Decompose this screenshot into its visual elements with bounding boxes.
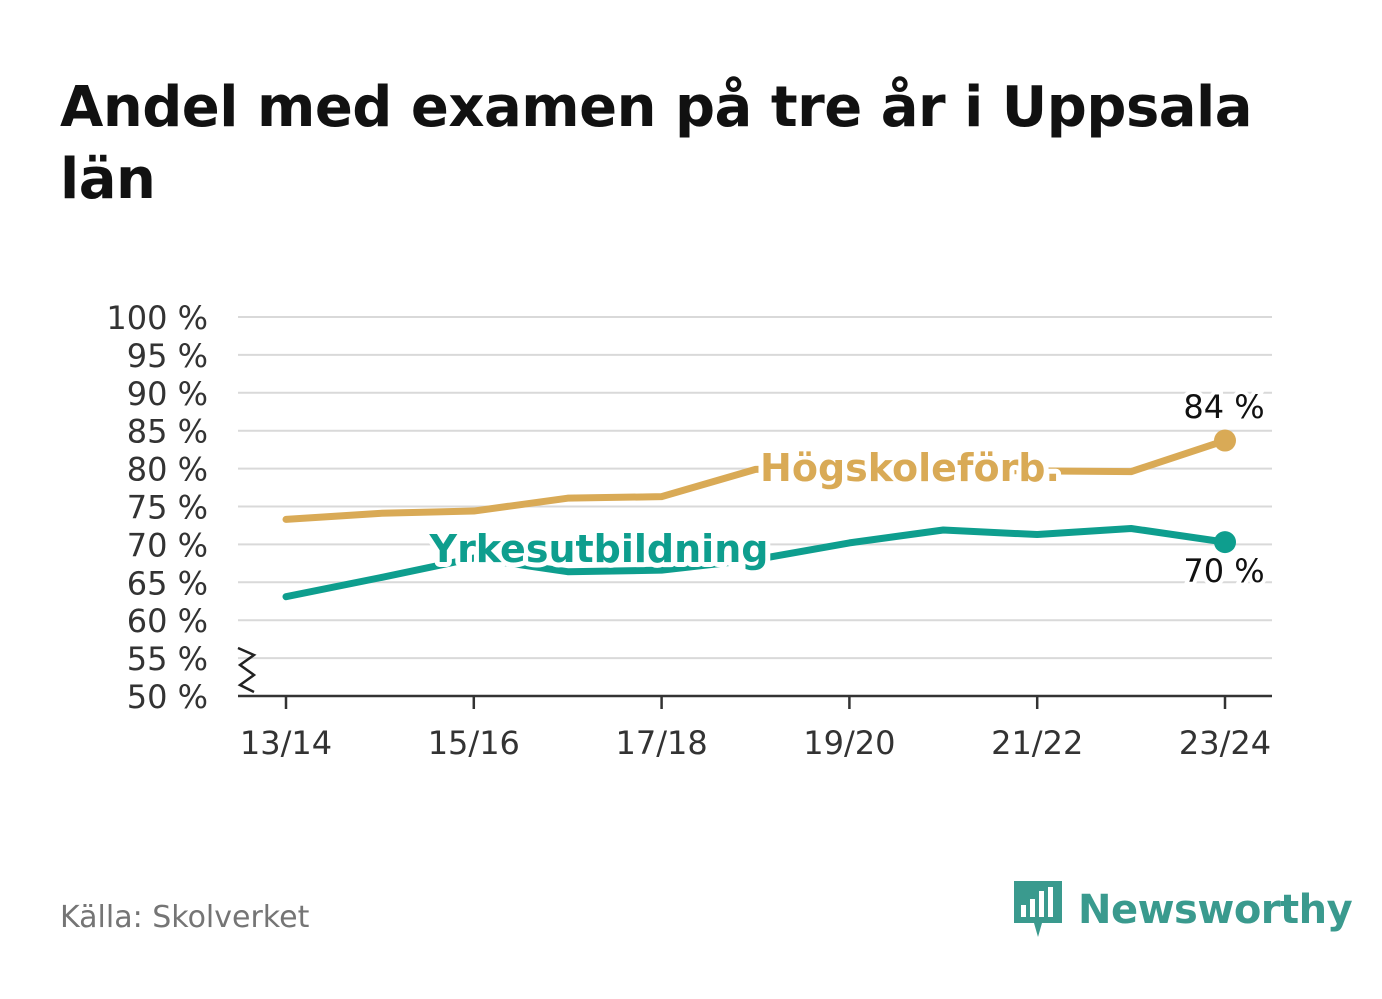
source-note: Källa: Skolverket [60, 900, 310, 935]
y-tick-label: 100 % [106, 299, 208, 337]
y-axis-labels: 50 %55 %60 %65 %70 %75 %80 %85 %90 %95 %… [106, 299, 208, 716]
x-tick-label: 19/20 [803, 724, 895, 762]
chart-title: Andel med examen på tre år i Uppsala län [60, 75, 1253, 212]
end-value-label: 84 % [1183, 388, 1264, 426]
y-tick-label: 85 % [127, 413, 208, 451]
end-value-label: 70 % [1183, 552, 1264, 590]
gridlines [238, 316, 1272, 660]
axis-break-icon [237, 646, 257, 694]
x-tick-label: 21/22 [991, 724, 1083, 762]
y-tick-label: 80 % [127, 451, 208, 489]
x-axis-labels: 13/14 15/16 17/18 19/20 21/22 23/24 [240, 696, 1271, 762]
series-line [282, 524, 1229, 601]
x-tick-label: 17/18 [615, 724, 707, 762]
brand-name: Newsworthy [1078, 887, 1353, 933]
x-tick-label: 23/24 [1179, 724, 1271, 762]
end-point-marker [1214, 531, 1236, 554]
series-labels: Högskoleförb. Yrkesutbildning 84 % 70 % [424, 384, 1269, 594]
y-tick-label: 50 % [127, 678, 208, 716]
brand-logo: Newsworthy [1012, 878, 1353, 942]
series-name-label: Högskoleförb. [760, 446, 1060, 490]
y-tick-label: 65 % [127, 564, 208, 602]
y-tick-label: 95 % [127, 337, 208, 375]
y-tick-label: 70 % [127, 526, 208, 564]
series-name-label: Yrkesutbildning [429, 527, 769, 571]
y-tick-label: 75 % [127, 489, 208, 527]
x-tick-label: 15/16 [428, 724, 520, 762]
x-tick-label: 13/14 [240, 724, 332, 762]
y-tick-label: 60 % [127, 602, 208, 640]
y-tick-label: 55 % [127, 640, 208, 678]
newsworthy-logo-icon [1014, 881, 1062, 937]
x-axis [237, 646, 1272, 698]
end-point-marker [1214, 429, 1236, 452]
y-tick-label: 90 % [127, 375, 208, 413]
series-line [282, 437, 1229, 523]
series-lines [282, 429, 1236, 601]
